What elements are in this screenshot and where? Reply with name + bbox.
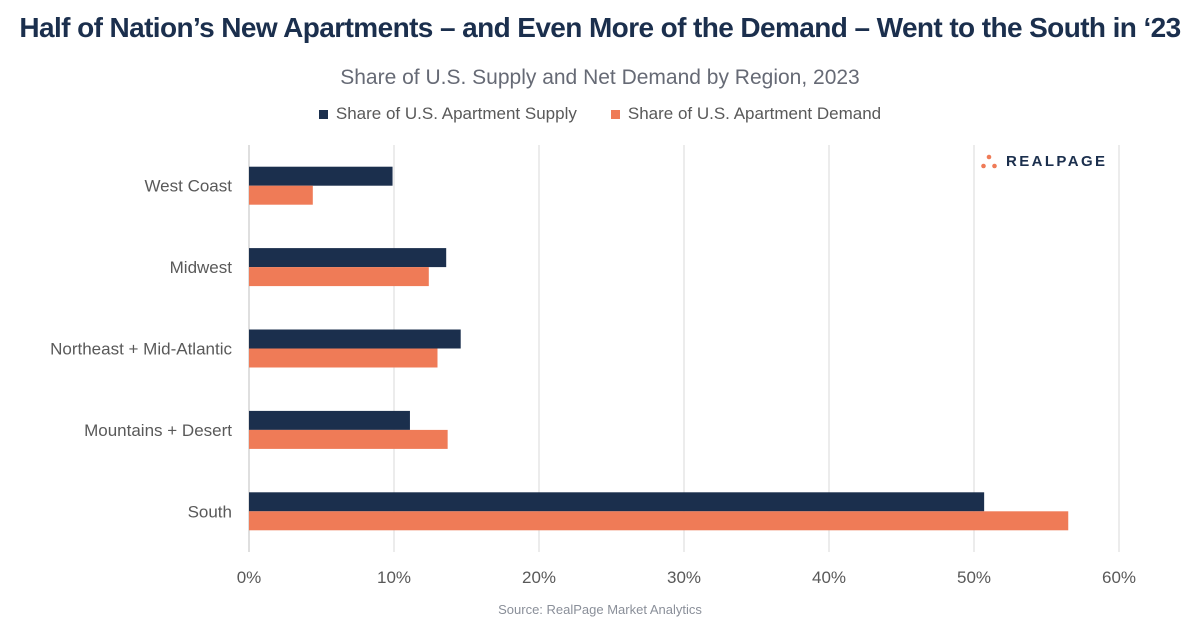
x-tick-label: 60% — [1102, 568, 1136, 587]
x-tick-label: 0% — [237, 568, 262, 587]
bar-supply — [249, 492, 985, 512]
x-tick-label: 10% — [377, 568, 411, 587]
category-label: Mountains + Desert — [84, 421, 232, 440]
category-label: West Coast — [144, 177, 232, 196]
bar-supply — [249, 329, 461, 349]
x-tick-label: 50% — [957, 568, 991, 587]
bar-demand — [249, 429, 448, 449]
x-tick-label: 40% — [812, 568, 846, 587]
bar-demand — [249, 185, 313, 205]
chart-title: Share of U.S. Supply and Net Demand by R… — [340, 66, 860, 89]
category-label: South — [188, 502, 232, 521]
bar-supply — [249, 166, 393, 186]
bar-demand — [249, 267, 429, 287]
x-tick-label: 30% — [667, 568, 701, 587]
bar-supply — [249, 248, 447, 268]
bar-supply — [249, 410, 410, 430]
category-label: Northeast + Mid-Atlantic — [50, 340, 232, 359]
legend-item-demand: Share of U.S. Apartment Demand — [610, 104, 882, 124]
realpage-logo: REALPAGE — [980, 153, 1107, 170]
legend-swatch-demand — [610, 109, 620, 119]
bar-demand — [249, 511, 1069, 531]
legend-label-supply: Share of U.S. Apartment Supply — [335, 104, 577, 123]
x-tick-label: 20% — [522, 568, 556, 587]
bar-demand — [249, 348, 438, 368]
realpage-dots-icon — [981, 154, 997, 168]
headline: Half of Nation’s New Apartments – and Ev… — [19, 12, 1181, 43]
legend: Share of U.S. Apartment Supply Share of … — [0, 104, 1200, 124]
source-note: Source: RealPage Market Analytics — [498, 602, 702, 617]
legend-swatch-supply — [318, 109, 328, 119]
category-label: Midwest — [170, 258, 233, 277]
legend-label-demand: Share of U.S. Apartment Demand — [627, 104, 882, 123]
logo-text: REALPAGE — [1006, 153, 1108, 170]
legend-item-supply: Share of U.S. Apartment Supply — [318, 104, 577, 124]
